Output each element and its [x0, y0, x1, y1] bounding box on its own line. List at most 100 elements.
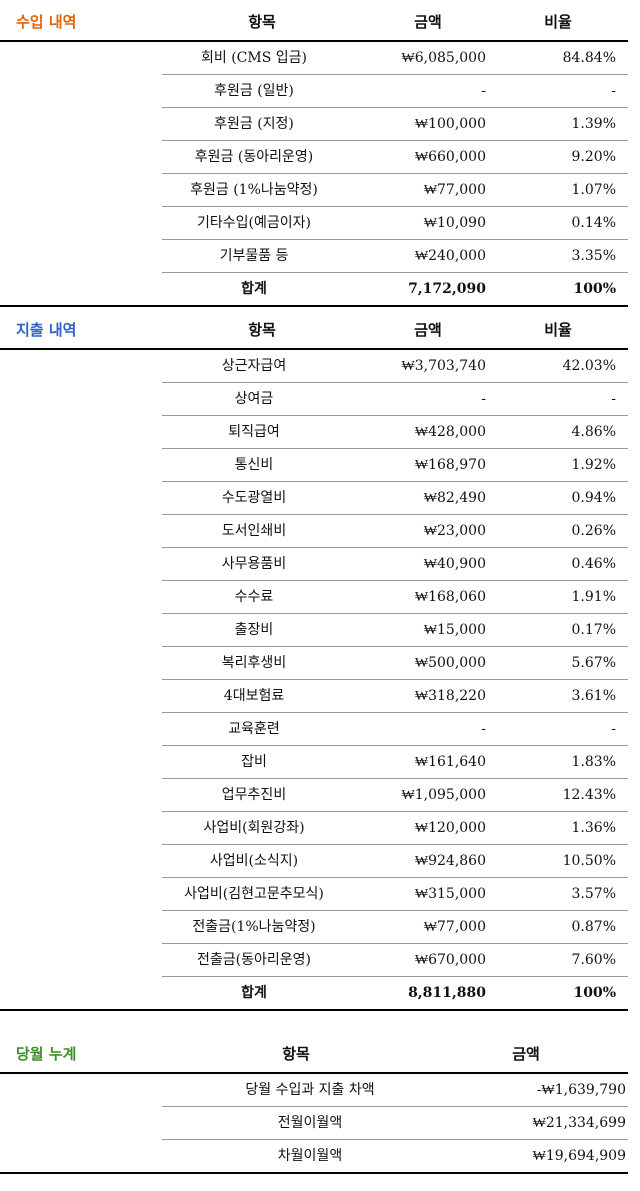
total-ratio: 100%	[573, 281, 616, 297]
monthly-title: 당월 누계	[16, 1045, 77, 1063]
row-item: 후원금 (1%나눔약정)	[190, 182, 318, 198]
table-row: 퇴직급여 ₩428,000 4.86%	[162, 415, 628, 448]
row-amount: -₩1,639,790	[536, 1082, 626, 1098]
row-amount: ₩500,000	[414, 655, 486, 671]
row-amount: ₩3,703,740	[401, 358, 486, 374]
row-ratio: 3.57%	[571, 886, 616, 902]
row-item: 기부물품 등	[219, 248, 289, 264]
table-row: 차월이월액 ₩19,694,909	[162, 1139, 628, 1172]
row-ratio: 1.92%	[571, 457, 616, 473]
row-amount: ₩120,000	[414, 820, 486, 836]
row-item: 후원금 (일반)	[214, 83, 294, 99]
row-item: 상근자급여	[221, 358, 287, 374]
row-amount: ₩168,060	[414, 589, 486, 605]
row-amount: ₩77,000	[423, 919, 486, 935]
row-amount: ₩161,640	[414, 754, 486, 770]
row-item: 수도광열비	[221, 490, 287, 506]
table-row: 4대보험료 ₩318,220 3.61%	[162, 679, 628, 712]
row-item: 전출금(1%나눔약정)	[192, 919, 316, 935]
expense-rows: 상근자급여 ₩3,703,740 42.03% 상여금 - - 퇴직급여 ₩428,000 4.…	[0, 350, 628, 1009]
row-ratio: 0.46%	[571, 556, 616, 572]
row-item: 통신비	[234, 457, 274, 473]
total-label: 합계	[241, 985, 267, 1001]
row-amount: ₩924,860	[414, 853, 486, 869]
row-item: 잡비	[241, 754, 267, 770]
monthly-col-amount: 금액	[512, 1045, 540, 1063]
row-amount: ₩82,490	[423, 490, 486, 506]
table-row: 상근자급여 ₩3,703,740 42.03%	[162, 350, 628, 382]
expense-col-item: 항목	[248, 321, 276, 339]
row-ratio: 1.07%	[571, 182, 616, 198]
row-amount: ₩77,000	[423, 182, 486, 198]
total-row: 합계 8,811,880 100%	[162, 976, 628, 1009]
table-row: 기타수입(예금이자) ₩10,090 0.14%	[162, 206, 628, 239]
row-amount: ₩23,000	[423, 523, 486, 539]
table-row: 전출금(동아리운영) ₩670,000 7.60%	[162, 943, 628, 976]
row-amount: -	[481, 391, 486, 407]
row-ratio: 3.61%	[571, 688, 616, 704]
row-ratio: 0.17%	[571, 622, 616, 638]
row-ratio: 0.94%	[571, 490, 616, 506]
table-row: 통신비 ₩168,970 1.92%	[162, 448, 628, 481]
row-item: 상여금	[234, 391, 274, 407]
table-row: 상여금 - -	[162, 382, 628, 415]
row-item: 회비 (CMS 입금)	[201, 50, 307, 66]
table-row: 후원금 (일반) - -	[162, 74, 628, 107]
row-ratio: 0.26%	[571, 523, 616, 539]
row-ratio: 5.67%	[571, 655, 616, 671]
row-item: 퇴직급여	[228, 424, 280, 440]
row-item: 4대보험료	[223, 688, 285, 704]
row-ratio: 3.35%	[571, 248, 616, 264]
row-item: 수수료	[234, 589, 274, 605]
table-row: 사업비(소식지) ₩924,860 10.50%	[162, 844, 628, 877]
total-ratio: 100%	[573, 985, 616, 1001]
expense-col-amount: 금액	[414, 321, 442, 339]
row-item: 당월 수입과 지출 차액	[245, 1082, 375, 1098]
row-amount: ₩21,334,699	[532, 1115, 626, 1131]
row-amount: ₩6,085,000	[401, 50, 486, 66]
row-item: 후원금 (지정)	[214, 116, 294, 132]
table-row: 후원금 (1%나눔약정) ₩77,000 1.07%	[162, 173, 628, 206]
row-amount: ₩100,000	[414, 116, 486, 132]
row-ratio: -	[611, 721, 616, 737]
row-ratio: 4.86%	[571, 424, 616, 440]
row-item: 업무추진비	[221, 787, 287, 803]
row-item: 출장비	[234, 622, 274, 638]
row-ratio: 1.83%	[571, 754, 616, 770]
row-ratio: 1.91%	[571, 589, 616, 605]
table-row: 잡비 ₩161,640 1.83%	[162, 745, 628, 778]
table-row: 사무용품비 ₩40,900 0.46%	[162, 547, 628, 580]
table-row: 후원금 (동아리운영) ₩660,000 9.20%	[162, 140, 628, 173]
row-amount: ₩10,090	[423, 215, 486, 231]
row-item: 교육훈련	[228, 721, 280, 737]
monthly-section: 당월 누계 항목 금액 당월 수입과 지출 차액 -₩1,639,790 전월이월액…	[0, 1034, 628, 1174]
row-amount: ₩670,000	[414, 952, 486, 968]
row-ratio: 12.43%	[562, 787, 616, 803]
row-ratio: -	[611, 391, 616, 407]
row-item: 전출금(동아리운영)	[197, 952, 311, 968]
row-amount: ₩40,900	[423, 556, 486, 572]
table-row: 도서인쇄비 ₩23,000 0.26%	[162, 514, 628, 547]
expense-col-ratio: 비율	[544, 321, 572, 339]
income-col-item: 항목	[248, 13, 276, 31]
table-row: 업무추진비 ₩1,095,000 12.43%	[162, 778, 628, 811]
row-amount: -	[481, 83, 486, 99]
row-amount: ₩1,095,000	[401, 787, 486, 803]
row-item: 차월이월액	[277, 1148, 343, 1164]
expense-header: 지출 내역 항목 금액 비율	[0, 310, 628, 350]
table-row: 전출금(1%나눔약정) ₩77,000 0.87%	[162, 910, 628, 943]
row-amount: ₩428,000	[414, 424, 486, 440]
row-ratio: 42.03%	[562, 358, 616, 374]
row-ratio: 0.14%	[571, 215, 616, 231]
total-amount: 7,172,090	[408, 281, 486, 297]
row-amount: ₩240,000	[414, 248, 486, 264]
row-ratio: 0.87%	[571, 919, 616, 935]
row-ratio: 10.50%	[562, 853, 616, 869]
table-row: 사업비(김현고문추모식) ₩315,000 3.57%	[162, 877, 628, 910]
expense-section: 지출 내역 항목 금액 비율 상근자급여 ₩3,703,740 42.03% 상여금 -…	[0, 310, 628, 1011]
total-row: 합계 7,172,090 100%	[162, 272, 628, 305]
table-row: 수도광열비 ₩82,490 0.94%	[162, 481, 628, 514]
row-ratio: 1.36%	[571, 820, 616, 836]
row-amount: ₩168,970	[414, 457, 486, 473]
monthly-header: 당월 누계 항목 금액	[0, 1034, 628, 1074]
